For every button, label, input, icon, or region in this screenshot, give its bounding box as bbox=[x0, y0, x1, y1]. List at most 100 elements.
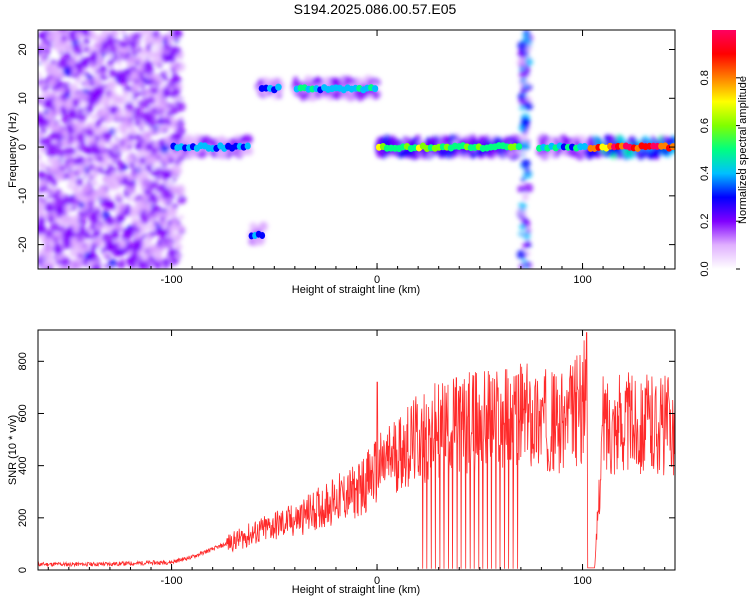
spectrogram-blob bbox=[122, 31, 127, 35]
snr-series-line bbox=[38, 332, 675, 569]
spectrogram-blob bbox=[144, 65, 155, 76]
spectrogram-blob bbox=[87, 156, 93, 162]
spectrogram-blob bbox=[557, 138, 562, 144]
spectrogram-blob bbox=[161, 169, 170, 178]
spectrogram-blob bbox=[113, 130, 117, 134]
spectrogram-blob bbox=[51, 143, 58, 149]
spectrogram-blob bbox=[159, 216, 166, 222]
spectrogram-blob bbox=[148, 170, 153, 175]
spectrogram-blob bbox=[119, 70, 123, 74]
spectrogram-blob bbox=[71, 93, 78, 100]
spectrogram-blob bbox=[123, 68, 133, 78]
spectrogram-blob bbox=[110, 162, 115, 167]
spectrogram-blob bbox=[85, 128, 95, 138]
spectrogram-blob bbox=[139, 111, 148, 121]
spectrogram-blob bbox=[122, 135, 129, 143]
spectrogram-blob bbox=[183, 134, 194, 145]
spectrogram-blob bbox=[340, 78, 346, 84]
spectrogram-blob bbox=[108, 90, 117, 99]
spectrogram-blob bbox=[77, 113, 87, 123]
spectrogram-blob bbox=[141, 78, 145, 82]
spectrogram-blob bbox=[127, 190, 132, 195]
spectrogram-blob bbox=[132, 180, 136, 184]
spectrogram-blob bbox=[76, 231, 84, 238]
spectrogram-blob bbox=[169, 115, 175, 122]
spectrogram-blob bbox=[159, 235, 167, 242]
spectrogram-blob bbox=[73, 227, 79, 234]
spectrogram-blob bbox=[38, 206, 45, 216]
spectrogram-blob bbox=[526, 239, 531, 244]
spectrogram-blob bbox=[257, 79, 264, 85]
spectrogram-blob bbox=[129, 209, 139, 218]
spectrogram-blob bbox=[144, 188, 152, 196]
spectrogram-blob bbox=[66, 82, 71, 87]
spectrogram-blob bbox=[142, 90, 149, 97]
spectrogram-blob bbox=[152, 112, 156, 116]
spectrogram-blob bbox=[83, 146, 92, 155]
spectrogram-blob bbox=[175, 159, 180, 164]
spectrogram-blob bbox=[135, 198, 146, 209]
spectrogram-blob bbox=[525, 168, 530, 173]
spectrogram-blob bbox=[59, 165, 65, 171]
spectrogram-blob bbox=[74, 258, 84, 268]
spectrogram-blob bbox=[90, 93, 101, 104]
spectrogram-blob bbox=[87, 201, 92, 207]
spectrogram-blob bbox=[74, 194, 78, 198]
spectrogram-blob bbox=[94, 237, 103, 246]
spectrogram-blob bbox=[78, 190, 85, 198]
spectrogram-blob bbox=[169, 45, 180, 56]
spectrogram-blob bbox=[93, 259, 99, 265]
spectrogram-blob bbox=[96, 85, 105, 94]
spectrogram-blob bbox=[272, 94, 278, 100]
spectrogram-blob bbox=[63, 100, 74, 110]
snr-panel: -100 0 100 0 200 400 600 800 Height of straight… bbox=[7, 329, 676, 596]
spectrogram-blob bbox=[91, 146, 101, 156]
spectrogram-blob bbox=[103, 226, 107, 231]
spectrogram-blob bbox=[322, 76, 330, 83]
spectrogram-blob bbox=[296, 80, 301, 85]
spectrogram-blob bbox=[80, 237, 85, 242]
spectrogram-blob bbox=[131, 94, 138, 101]
spectrogram-blob bbox=[69, 120, 75, 125]
spectrogram-blob bbox=[124, 230, 134, 239]
spectrogram-blob bbox=[82, 231, 87, 237]
spectrogram-blob bbox=[150, 257, 155, 261]
spectrogram-blob bbox=[145, 233, 153, 241]
spectrogram-blob bbox=[79, 225, 85, 231]
spectrogram-blob bbox=[159, 99, 167, 107]
spectrogram-blob bbox=[65, 124, 70, 129]
spectrogram-blob bbox=[103, 264, 107, 268]
spectrogram-blob bbox=[174, 119, 179, 124]
spectrogram-blob bbox=[514, 151, 520, 156]
snr-xlabel: Height of straight line (km) bbox=[292, 584, 420, 596]
spectrogram-blob bbox=[82, 109, 88, 115]
spectrogram-blob bbox=[93, 41, 102, 50]
spectrogram-blob bbox=[81, 247, 86, 252]
spectrogram-blob bbox=[519, 140, 530, 151]
spectrogram-blob bbox=[77, 253, 83, 259]
spectrogram-blob bbox=[131, 140, 136, 145]
spectrogram-blob bbox=[134, 244, 142, 252]
spectrogram-blob bbox=[101, 30, 110, 37]
spectrogram-blob bbox=[173, 65, 181, 73]
spectrogram-blob bbox=[126, 173, 135, 182]
spectrogram-blob bbox=[171, 73, 180, 82]
spectrogram-blob bbox=[159, 263, 165, 268]
spectrogram-blob bbox=[154, 205, 162, 213]
spectrogram-blob bbox=[88, 114, 92, 118]
spectrogram-blob bbox=[53, 44, 58, 50]
spectrogram-blob bbox=[54, 233, 60, 240]
spectrogram-blob bbox=[137, 261, 146, 269]
spectrogram-blob bbox=[77, 238, 81, 243]
spectrogram-blob bbox=[51, 132, 56, 137]
spectrogram-blob bbox=[101, 232, 112, 243]
spectrogram-blob bbox=[82, 175, 87, 179]
spectrogram-blob bbox=[444, 149, 454, 159]
spectrogram-blob bbox=[104, 253, 109, 258]
spectrogram-blob bbox=[133, 232, 142, 240]
spectrogram-blob bbox=[521, 50, 526, 55]
spectrogram-blob bbox=[77, 91, 85, 99]
spectrogram-blob bbox=[478, 135, 485, 142]
spectrogram-blob bbox=[110, 183, 116, 189]
